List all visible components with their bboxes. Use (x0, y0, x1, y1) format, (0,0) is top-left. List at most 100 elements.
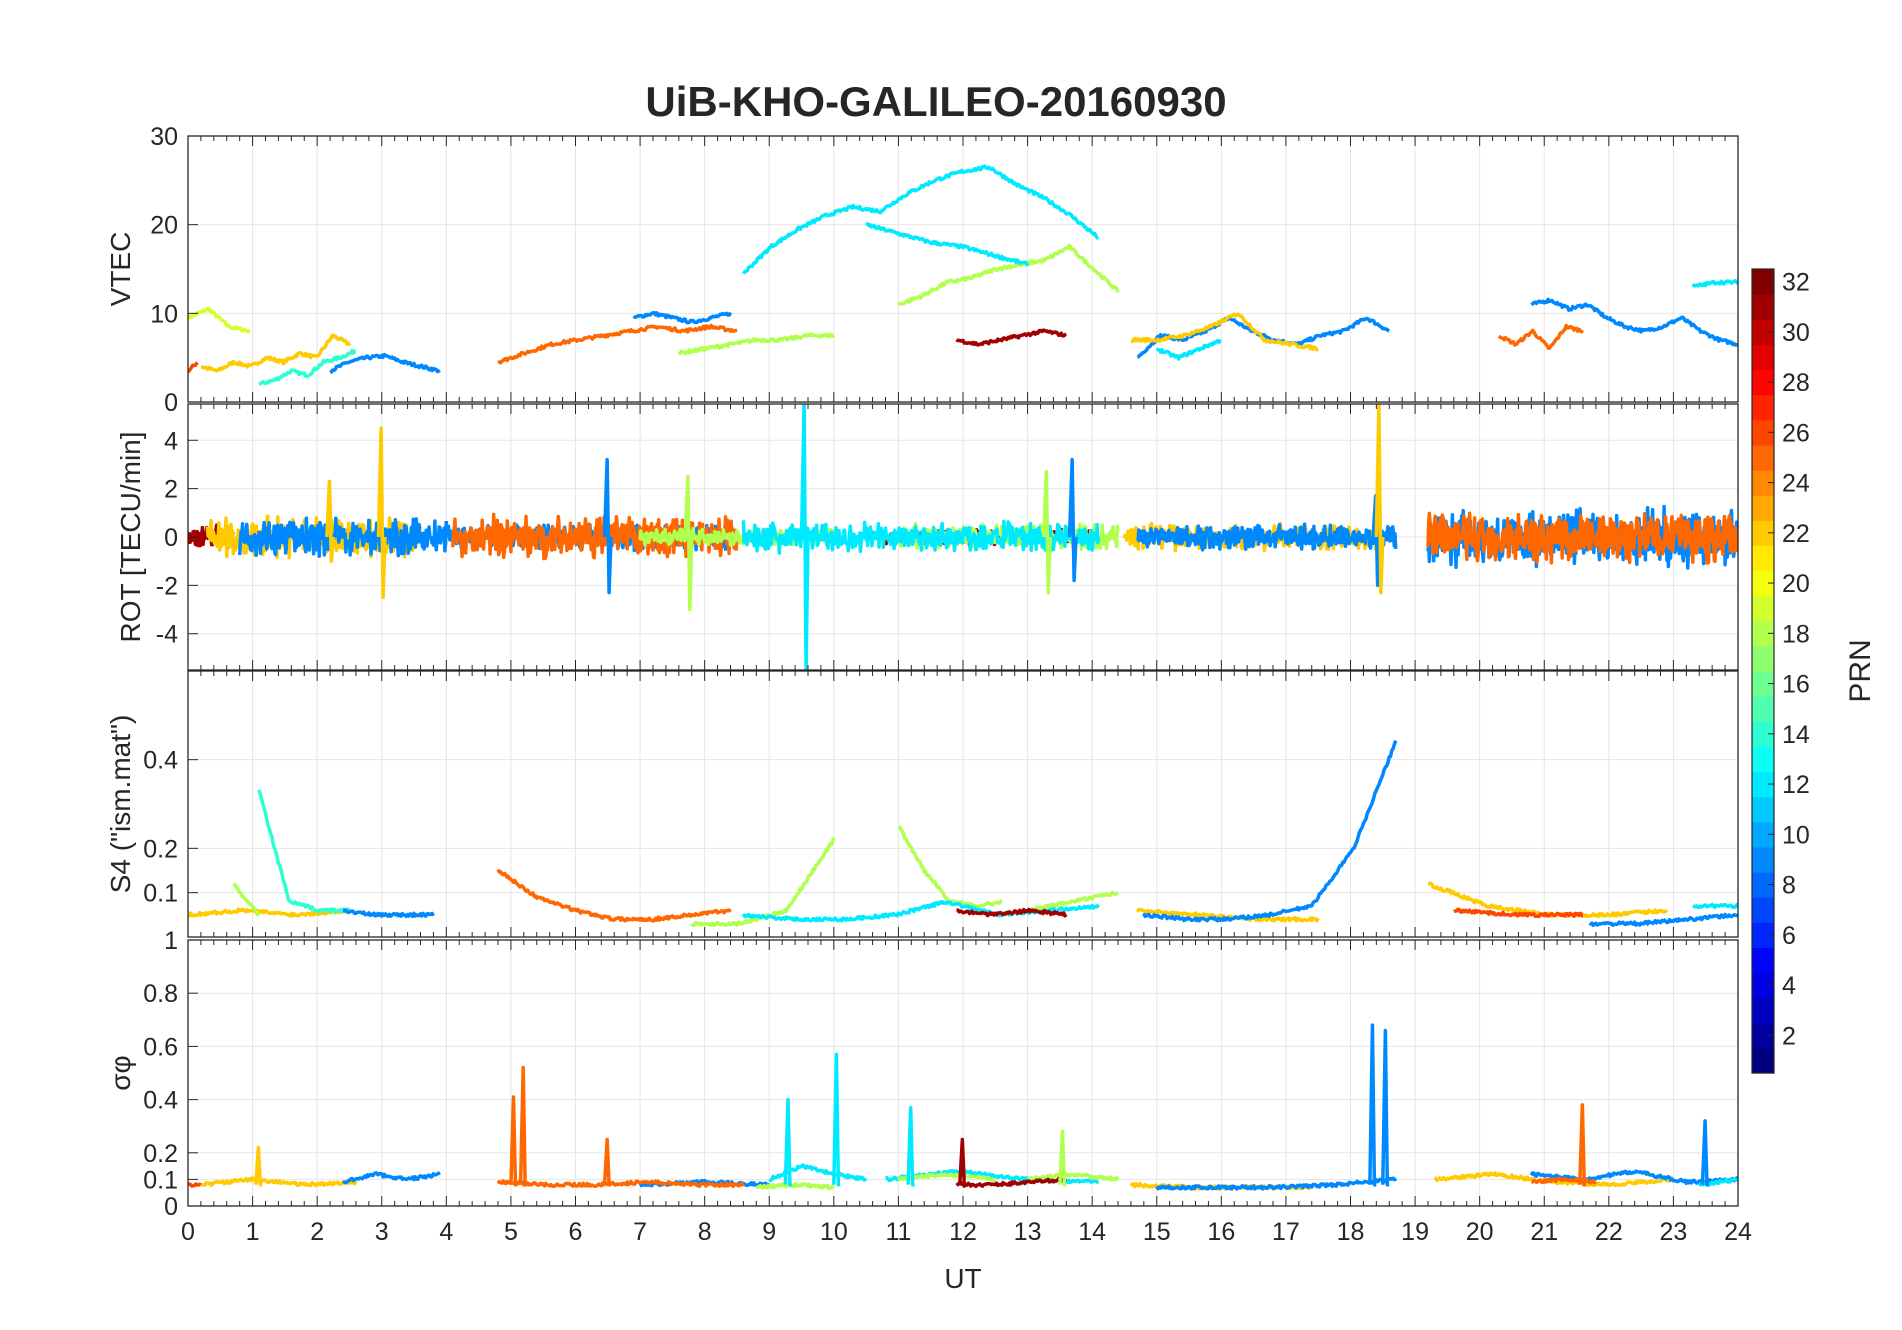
x-tick-label: 19 (1401, 1218, 1429, 1246)
colorbar-cell (1752, 671, 1774, 697)
x-tick-label: 6 (569, 1218, 583, 1246)
prn-9-spike (602, 457, 613, 595)
series-sigphi (188, 1023, 1738, 1191)
prn-9-spike (1381, 1028, 1390, 1187)
prn-12-trace (1691, 279, 1738, 288)
y-axis-label-vtec: VTEC (105, 232, 136, 307)
colorbar-cell (1752, 997, 1774, 1024)
colorbar-cell (1752, 419, 1774, 446)
prn-14-trace (258, 348, 357, 386)
prn-18-trace (1027, 890, 1119, 913)
prn-9-trace (1142, 740, 1398, 923)
x-tick-label: 2 (310, 1218, 324, 1246)
colorbar-tick-label: 18 (1782, 620, 1810, 648)
prn-12-spike (799, 404, 810, 670)
prn-9-trace (1136, 315, 1391, 359)
colorbar-cell (1752, 595, 1774, 622)
colorbar-tick-label: 16 (1782, 671, 1810, 699)
x-tick-label: 1 (246, 1218, 260, 1246)
prn-26-trace (1453, 907, 1584, 919)
prn-26-trace (188, 1182, 202, 1188)
y-tick-label: 1 (164, 927, 178, 955)
colorbar-tick-label: 26 (1782, 419, 1810, 447)
prn-12-spike (832, 1052, 841, 1187)
series-vtec (188, 164, 1738, 386)
colorbar-frame (1751, 268, 1775, 1074)
prn-22-trace (200, 1176, 358, 1188)
prn-26-trace (188, 361, 199, 374)
prn-9-trace (1530, 297, 1738, 347)
prn-9-trace (342, 908, 435, 919)
prn-9-trace (632, 310, 733, 325)
x-tick-label: 14 (1078, 1218, 1106, 1246)
colorbar-cell (1752, 394, 1774, 421)
minor-ticks-vtec (187, 136, 1739, 402)
y-tick-label: 0.1 (143, 1166, 178, 1194)
panel-s4: 0.1 0.2 0.4S4 ("ism.mat") (105, 670, 1739, 938)
x-tick-label: 10 (820, 1218, 848, 1246)
panel-rot: -4 -2 0 2 4 ROT [TECU/min] (115, 403, 1739, 671)
prn-22-spike (325, 479, 336, 563)
y-tick-label: 0.4 (143, 747, 178, 775)
x-tick-label: 23 (1660, 1218, 1688, 1246)
series-s4 (188, 740, 1738, 928)
panel-sigphi: 00.10.2 0.4 0.6 0.8 1 σφ (105, 927, 1739, 1221)
colorbar-cell (1752, 922, 1774, 948)
colorbar-cell (1752, 721, 1774, 747)
x-tick-label: 11 (885, 1218, 911, 1246)
colorbar-tick-label: 14 (1782, 721, 1810, 749)
prn-22-spike (254, 1145, 263, 1187)
y-tick-label: 0 (164, 1193, 178, 1221)
colorbar-tick-label: 4 (1782, 972, 1796, 1000)
colorbar-cell (1752, 872, 1774, 898)
colorbar-tick-label: 32 (1782, 269, 1810, 297)
prn-25-trace (497, 323, 738, 365)
series-rot (188, 404, 1738, 670)
colorbar-tick-label: 2 (1782, 1022, 1796, 1050)
y-tick-label: 20 (150, 212, 178, 240)
prn-12-trace (1692, 902, 1738, 910)
colorbar-cell (1752, 495, 1774, 521)
prn-18-spike (1041, 469, 1052, 595)
y-tick-label: -4 (156, 621, 178, 649)
colorbar-tick-label: 24 (1782, 470, 1810, 498)
colorbar-cell (1752, 821, 1774, 848)
minor-ticks-s4 (187, 671, 1739, 937)
colorbar-cell (1752, 570, 1774, 597)
y-axis-label-rot: ROT [TECU/min] (115, 431, 146, 642)
y-tick-label: 0 (164, 389, 178, 417)
y-tick-label: 0.6 (143, 1033, 178, 1061)
prn-9-trace (1155, 1176, 1398, 1191)
colorbar-cell (1752, 696, 1774, 722)
prn-9-trace (1136, 522, 1398, 552)
colorbar-cell (1752, 344, 1774, 371)
prn-9-spike (1067, 457, 1078, 583)
y-tick-label: 0.4 (143, 1087, 178, 1115)
prn-12-spike (783, 1097, 792, 1187)
prn-9-trace (237, 516, 449, 558)
prn-12-trace (742, 164, 1100, 275)
prn-22-spike (1374, 404, 1385, 595)
prn-9-spike (1371, 494, 1382, 588)
prn-25-trace (1497, 323, 1584, 350)
x-tick-label: 13 (1014, 1218, 1042, 1246)
colorbar-tick-label: 12 (1782, 771, 1810, 799)
prn-9-spike (1368, 1023, 1377, 1187)
prn-31-trace (956, 907, 1068, 918)
colorbar-tick-label: 22 (1782, 520, 1810, 548)
prn-12-spike (906, 1105, 915, 1187)
prn-9-trace (1588, 912, 1738, 928)
minor-ticks-sigphi (187, 940, 1739, 1206)
prn-25-spike (509, 1095, 518, 1187)
colorbar-cell (1752, 846, 1774, 873)
prn-9-spike (1700, 1119, 1709, 1187)
x-tick-label: 8 (698, 1218, 712, 1246)
prn-18-spike (683, 474, 694, 612)
prn-25-trace (496, 868, 732, 923)
y-tick-label: 0 (164, 524, 178, 552)
colorbar-cell (1752, 470, 1774, 496)
x-tick-label: 20 (1466, 1218, 1494, 1246)
prn-25-spike (602, 1137, 612, 1187)
prn-12-trace (865, 221, 1030, 267)
